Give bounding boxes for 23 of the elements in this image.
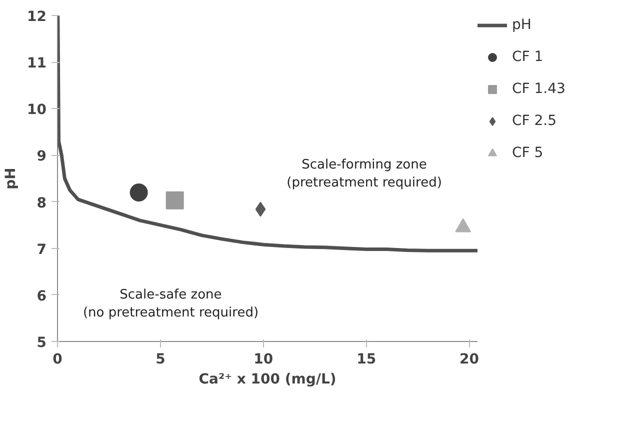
- y-tick-label: 12: [27, 9, 46, 25]
- legend-label: CF 1: [512, 49, 544, 65]
- legend-label: CF 2.5: [512, 113, 557, 129]
- y-tick-label: 9: [36, 148, 47, 165]
- x-tick-label: 0: [52, 352, 63, 368]
- y-tick-label: 6: [36, 288, 47, 304]
- y-tick-label: 11: [27, 56, 46, 72]
- y-tick-label: 7: [36, 242, 47, 258]
- y-tick-label: 8: [36, 195, 47, 212]
- x-tick-label: 20: [460, 352, 480, 368]
- x-tick-label: 10: [254, 352, 274, 368]
- y-axis-title: pH: [3, 168, 20, 190]
- annotation: Scale-forming zone (pretreatment required): [286, 157, 442, 190]
- legend-label: CF 5: [512, 145, 544, 161]
- x-tick-label: 5: [156, 352, 166, 368]
- line-series: [58, 16, 478, 252]
- legend-label: CF 1.43: [512, 81, 566, 97]
- y-tick-label: 10: [27, 102, 47, 118]
- x-tick-label: 15: [356, 352, 376, 368]
- annotation: Scale-safe zone (no pretreatment required): [82, 288, 259, 321]
- y-tick-label: 5: [36, 335, 47, 351]
- x-axis-title: Ca²⁺ x 100 (mg/L): [198, 372, 336, 388]
- legend-label: pH: [512, 17, 532, 33]
